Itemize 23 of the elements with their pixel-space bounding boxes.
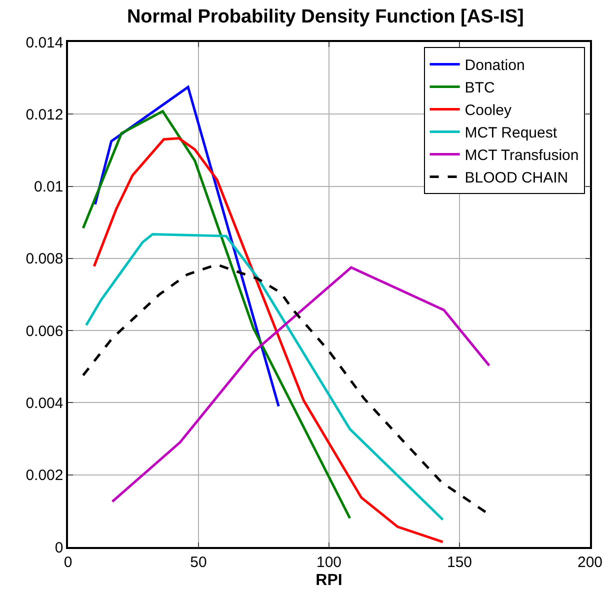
x-tick-label: 50 bbox=[190, 554, 207, 571]
legend-label: MCT Request bbox=[464, 124, 558, 142]
y-tick-label: 0.008 bbox=[26, 250, 64, 268]
y-tick-label: 0.014 bbox=[26, 34, 64, 52]
x-tick-label: 200 bbox=[577, 554, 603, 571]
y-tick-label: 0.002 bbox=[26, 467, 64, 484]
x-axis-title: RPI bbox=[316, 572, 342, 589]
line-series bbox=[82, 110, 352, 520]
legend-label: BLOOD CHAIN bbox=[464, 170, 568, 187]
y-tick-label: 0.01 bbox=[34, 178, 64, 196]
legend-label: MCT Transfusion bbox=[464, 147, 579, 164]
y-tick-label: 0.012 bbox=[26, 106, 64, 124]
y-tick-label: 0.006 bbox=[26, 322, 64, 340]
legend-label: Donation bbox=[464, 57, 525, 74]
legend-label: Cooley bbox=[464, 102, 512, 120]
y-tick-label: 0.004 bbox=[26, 394, 64, 412]
y-tick-label: 0 bbox=[54, 539, 64, 556]
line-series bbox=[85, 233, 444, 521]
x-tick-label: 150 bbox=[446, 554, 472, 571]
chart-title: Normal Probability Density Function [AS-IS] bbox=[126, 6, 524, 28]
x-tick-label: 100 bbox=[316, 554, 342, 571]
legend-label: BTC bbox=[464, 80, 495, 97]
line-series bbox=[92, 137, 444, 544]
